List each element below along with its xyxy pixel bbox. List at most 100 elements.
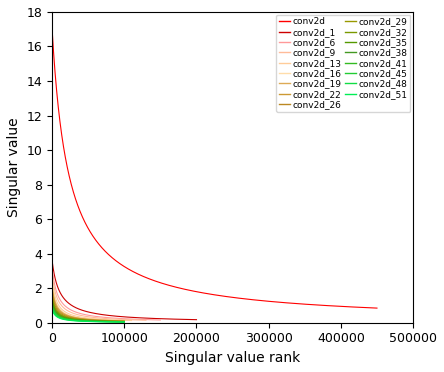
conv2d_16 xyxy=(106,318,111,323)
conv2d_35 xyxy=(84,318,90,323)
conv2d_1 xyxy=(57,289,62,294)
conv2d_35 xyxy=(53,309,59,314)
conv2d_9 xyxy=(95,316,100,320)
conv2d_45 xyxy=(49,304,55,308)
conv2d_29 xyxy=(84,318,90,322)
conv2d xyxy=(49,27,55,32)
conv2d_35 xyxy=(83,318,88,323)
conv2d_26 xyxy=(49,289,55,294)
conv2d_45 xyxy=(119,320,125,324)
conv2d_41 xyxy=(122,320,127,324)
Line: conv2d: conv2d xyxy=(52,29,377,308)
conv2d_51 xyxy=(119,320,125,324)
conv2d_6 xyxy=(135,317,140,321)
conv2d_41 xyxy=(84,319,90,323)
conv2d_38 xyxy=(53,310,59,315)
conv2d_1 xyxy=(116,314,121,319)
conv2d_13 xyxy=(53,298,59,302)
conv2d xyxy=(199,291,204,295)
conv2d_19 xyxy=(106,318,111,323)
conv2d_35 xyxy=(122,320,127,324)
X-axis label: Singular value rank: Singular value rank xyxy=(165,351,300,365)
conv2d_48 xyxy=(83,319,88,323)
conv2d_35 xyxy=(119,320,125,324)
conv2d_13 xyxy=(86,316,91,320)
conv2d_6 xyxy=(155,318,160,322)
conv2d_41 xyxy=(49,302,55,307)
conv2d_48 xyxy=(84,319,90,324)
Line: conv2d_9: conv2d_9 xyxy=(52,273,146,320)
conv2d_32 xyxy=(53,308,59,312)
conv2d_16 xyxy=(49,279,55,283)
conv2d_35 xyxy=(119,320,125,324)
conv2d_32 xyxy=(84,318,90,323)
conv2d_41 xyxy=(119,320,125,324)
conv2d_9 xyxy=(143,318,149,323)
conv2d_22 xyxy=(122,319,127,323)
conv2d_45 xyxy=(83,319,88,323)
conv2d_19 xyxy=(53,301,59,306)
conv2d_1 xyxy=(190,317,195,322)
conv2d xyxy=(374,306,380,310)
conv2d_38 xyxy=(83,318,88,323)
conv2d_45 xyxy=(84,319,90,323)
conv2d_1 xyxy=(163,317,168,321)
conv2d_45 xyxy=(53,312,59,317)
conv2d_13 xyxy=(129,318,134,323)
conv2d_48 xyxy=(53,313,59,317)
conv2d_48 xyxy=(119,320,125,324)
conv2d_9 xyxy=(140,318,146,323)
Line: conv2d_1: conv2d_1 xyxy=(52,261,197,320)
conv2d_51 xyxy=(119,320,125,324)
conv2d_22 xyxy=(106,318,111,323)
conv2d_1 xyxy=(190,317,195,322)
Line: conv2d_51: conv2d_51 xyxy=(52,309,124,322)
Line: conv2d_13: conv2d_13 xyxy=(52,278,131,321)
conv2d_19 xyxy=(83,317,88,321)
Line: conv2d_45: conv2d_45 xyxy=(52,306,124,322)
conv2d_48 xyxy=(106,320,111,324)
conv2d_32 xyxy=(106,319,111,323)
conv2d_6 xyxy=(55,292,60,297)
conv2d_45 xyxy=(106,320,111,324)
conv2d xyxy=(207,292,213,296)
conv2d_22 xyxy=(119,319,125,323)
conv2d_26 xyxy=(53,305,59,309)
conv2d_9 xyxy=(141,318,146,323)
conv2d_48 xyxy=(49,305,55,310)
conv2d_9 xyxy=(54,295,59,299)
conv2d_16 xyxy=(53,299,59,304)
conv2d_45 xyxy=(119,320,125,324)
conv2d_29 xyxy=(106,319,111,323)
conv2d_26 xyxy=(119,319,125,323)
conv2d_22 xyxy=(84,317,90,322)
conv2d_51 xyxy=(49,307,55,311)
conv2d_13 xyxy=(127,318,132,323)
Line: conv2d_48: conv2d_48 xyxy=(52,308,124,322)
Legend: conv2d, conv2d_1, conv2d_6, conv2d_9, conv2d_13, conv2d_16, conv2d_19, conv2d_22: conv2d, conv2d_1, conv2d_6, conv2d_9, co… xyxy=(276,15,410,112)
conv2d_29 xyxy=(53,307,59,311)
conv2d_38 xyxy=(49,300,55,305)
conv2d_19 xyxy=(84,317,90,321)
conv2d_41 xyxy=(119,320,125,324)
conv2d_16 xyxy=(119,318,125,323)
Line: conv2d_16: conv2d_16 xyxy=(52,281,124,321)
conv2d_16 xyxy=(122,318,127,323)
conv2d_32 xyxy=(83,318,88,323)
conv2d_26 xyxy=(106,318,111,323)
conv2d_16 xyxy=(84,317,90,321)
conv2d_22 xyxy=(119,319,125,323)
conv2d_26 xyxy=(119,319,125,323)
conv2d xyxy=(66,171,71,176)
conv2d_19 xyxy=(122,319,127,323)
conv2d_29 xyxy=(119,319,125,324)
Line: conv2d_35: conv2d_35 xyxy=(52,300,124,322)
conv2d_45 xyxy=(122,320,127,324)
conv2d_32 xyxy=(122,319,127,324)
conv2d_41 xyxy=(83,319,88,323)
Line: conv2d_19: conv2d_19 xyxy=(52,285,124,321)
conv2d xyxy=(365,305,370,310)
conv2d_6 xyxy=(102,315,107,320)
Line: conv2d_29: conv2d_29 xyxy=(52,295,124,321)
conv2d_13 xyxy=(127,318,132,323)
